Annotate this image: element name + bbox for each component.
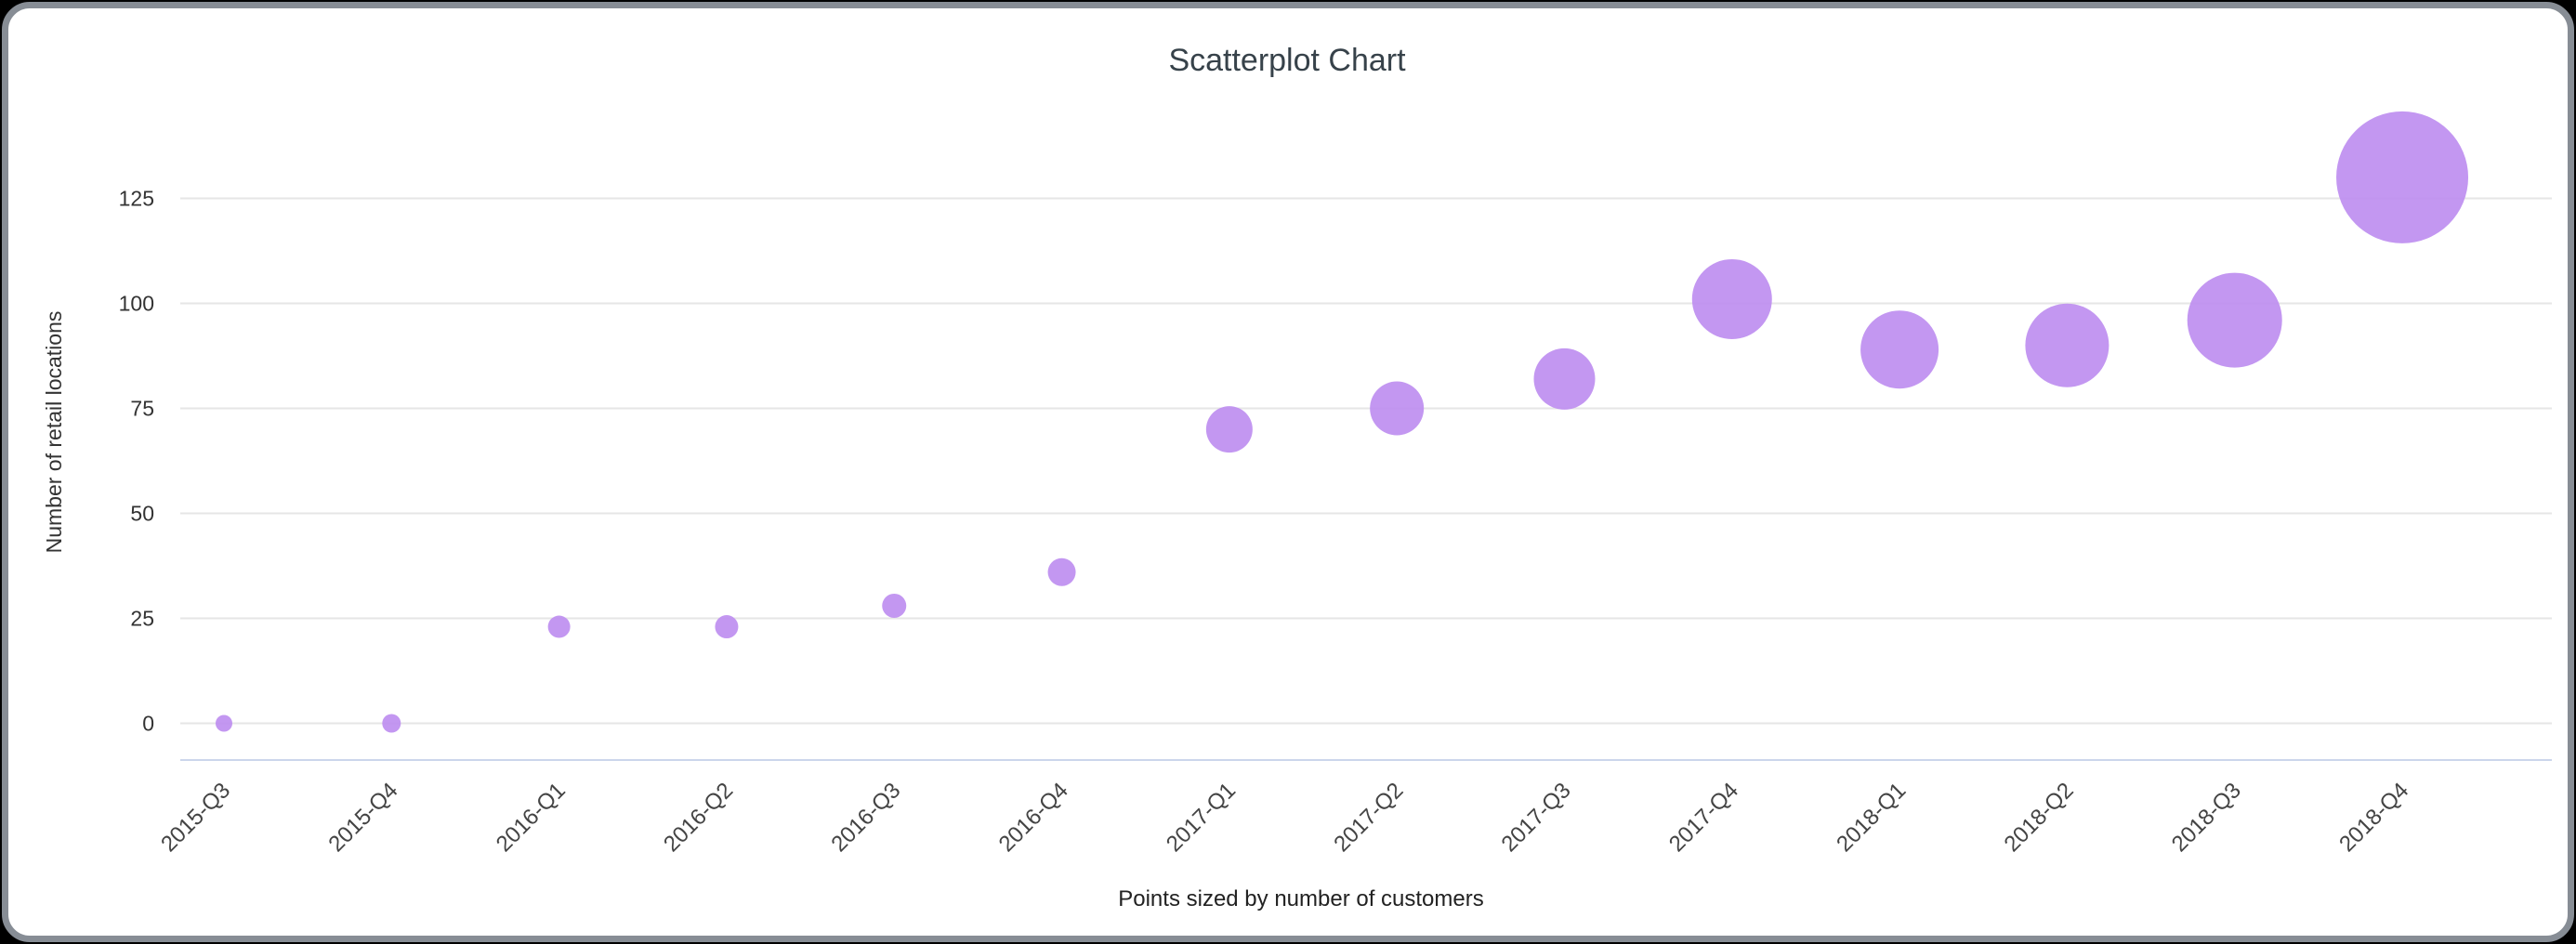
data-bubble-2018-Q1[interactable] [1860,310,1939,389]
x-tick-label: 2015-Q4 [323,778,402,857]
x-tick-label: 2018-Q3 [2167,778,2246,857]
x-tick-label: 2016-Q3 [826,778,905,857]
data-bubble-2017-Q2[interactable] [1370,381,1425,436]
y-tick-label: 50 [130,502,154,526]
data-bubble-2018-Q2[interactable] [2025,303,2109,387]
data-bubble-2016-Q3[interactable] [882,593,907,618]
y-tick-label: 0 [142,712,154,736]
axis-label-layer: 0 25 50 75 100 125 2015-Q3 2015-Q4 2016-Q1 2016-Q… [119,187,2414,858]
y-axis-title: Number of retail locations [42,311,66,554]
data-bubble-2018-Q3[interactable] [2187,272,2282,368]
x-tick-label: 2017-Q2 [1329,778,1408,857]
data-bubble-2016-Q4[interactable] [1047,557,1076,586]
data-bubble-2018-Q4[interactable] [2336,111,2469,243]
x-tick-label: 2017-Q3 [1497,778,1576,857]
x-tick-label: 2017-Q4 [1664,778,1743,857]
y-tick-label: 125 [119,187,154,211]
data-bubble-2017-Q4[interactable] [1691,258,1772,339]
x-tick-label: 2018-Q1 [1832,778,1911,857]
gridline-layer [180,197,2552,761]
x-tick-label: 2017-Q1 [1162,778,1241,857]
data-bubble-2015-Q3[interactable] [216,715,232,732]
data-bubble-2017-Q3[interactable] [1533,347,1596,410]
chart-title: Scatterplot Chart [1168,43,1406,78]
x-axis-title: Points sized by number of customers [1118,886,1484,911]
data-bubble-2016-Q1[interactable] [547,615,571,638]
data-bubble-2017-Q1[interactable] [1205,406,1253,453]
x-tick-label: 2016-Q1 [492,778,571,857]
y-tick-label: 25 [130,607,154,631]
x-tick-label: 2015-Q3 [156,778,235,857]
x-tick-label: 2018-Q4 [2334,778,2413,857]
y-tick-label: 75 [130,397,154,421]
y-tick-label: 100 [119,292,154,316]
data-bubble-2015-Q4[interactable] [382,714,401,733]
x-tick-label: 2016-Q2 [659,778,738,857]
bubble-series-layer [216,111,2469,733]
x-tick-label: 2016-Q4 [994,778,1073,857]
x-tick-label: 2018-Q2 [2000,778,2079,857]
data-bubble-2016-Q2[interactable] [715,615,739,639]
